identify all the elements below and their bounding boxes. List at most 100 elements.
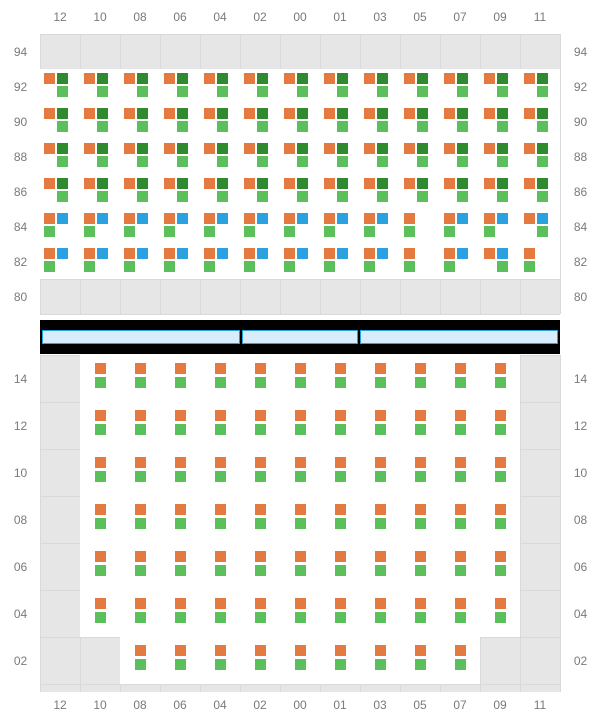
status-square	[215, 645, 226, 656]
status-square	[364, 261, 375, 272]
status-square	[415, 471, 426, 482]
grid-cell	[240, 355, 280, 402]
grid-cell	[120, 402, 160, 449]
status-square	[177, 121, 188, 132]
status-square	[415, 565, 426, 576]
grid-cell	[400, 496, 440, 543]
grid-cell	[160, 590, 200, 637]
status-square	[215, 377, 226, 388]
grid-cell	[160, 244, 200, 279]
row-label-right: 84	[568, 220, 593, 234]
col-label-top: 05	[400, 10, 440, 24]
status-square	[415, 363, 426, 374]
grid-cell	[160, 543, 200, 590]
status-square	[364, 178, 375, 189]
status-square	[135, 504, 146, 515]
status-square	[175, 612, 186, 623]
status-square	[484, 248, 495, 259]
status-square	[175, 551, 186, 562]
status-square	[135, 363, 146, 374]
grid-cell	[80, 244, 120, 279]
grid-cell	[400, 355, 440, 402]
status-square	[215, 424, 226, 435]
status-square	[497, 213, 508, 224]
status-square	[204, 226, 215, 237]
grid-cell	[200, 104, 240, 139]
status-square	[377, 73, 388, 84]
col-label-bottom: 11	[520, 698, 560, 712]
grid-cell	[400, 174, 440, 209]
status-square	[135, 377, 146, 388]
status-square	[375, 659, 386, 670]
grid-cell	[120, 139, 160, 174]
status-square	[457, 108, 468, 119]
grid-cell	[200, 449, 240, 496]
status-square	[375, 518, 386, 529]
grid-cell	[400, 209, 440, 244]
status-square	[284, 143, 295, 154]
grid-cell	[320, 543, 360, 590]
status-square	[417, 108, 428, 119]
status-square	[495, 457, 506, 468]
grid-cell	[80, 139, 120, 174]
status-square	[177, 73, 188, 84]
row-label-left: 90	[8, 115, 33, 129]
grid-cell	[440, 209, 480, 244]
status-square	[444, 143, 455, 154]
status-square	[295, 645, 306, 656]
status-square	[244, 108, 255, 119]
status-square	[84, 73, 95, 84]
status-square	[297, 86, 308, 97]
grid-cell	[40, 209, 80, 244]
status-square	[377, 248, 388, 259]
status-square	[257, 73, 268, 84]
grid-cell	[200, 69, 240, 104]
status-square	[537, 108, 548, 119]
status-square	[257, 143, 268, 154]
status-square	[444, 178, 455, 189]
status-square	[375, 645, 386, 656]
grid-cell	[240, 174, 280, 209]
status-square	[455, 565, 466, 576]
status-square	[497, 73, 508, 84]
grid-cell	[440, 496, 480, 543]
status-square	[415, 504, 426, 515]
status-square	[204, 108, 215, 119]
status-square	[57, 143, 68, 154]
status-square	[97, 156, 108, 167]
status-square	[244, 261, 255, 272]
status-square	[175, 504, 186, 515]
grid-cell	[240, 590, 280, 637]
status-square	[537, 86, 548, 97]
col-label-bottom: 09	[480, 698, 520, 712]
status-square	[404, 73, 415, 84]
status-square	[495, 471, 506, 482]
status-square	[484, 73, 495, 84]
status-square	[324, 226, 335, 237]
status-square	[204, 261, 215, 272]
col-label-top: 02	[240, 10, 280, 24]
status-square	[404, 143, 415, 154]
status-square	[457, 143, 468, 154]
grid-cell	[160, 355, 200, 402]
status-square	[255, 645, 266, 656]
status-square	[297, 108, 308, 119]
status-square	[135, 565, 146, 576]
status-square	[164, 178, 175, 189]
status-square	[497, 156, 508, 167]
status-square	[215, 659, 226, 670]
status-square	[135, 410, 146, 421]
status-square	[377, 213, 388, 224]
grid-cell	[360, 355, 400, 402]
status-square	[457, 213, 468, 224]
status-square	[244, 143, 255, 154]
status-square	[257, 121, 268, 132]
grid-cell	[120, 637, 160, 684]
col-label-top: 04	[200, 10, 240, 24]
status-square	[57, 178, 68, 189]
status-square	[415, 457, 426, 468]
status-square	[137, 156, 148, 167]
status-square	[137, 121, 148, 132]
grid-cell	[400, 637, 440, 684]
status-square	[457, 86, 468, 97]
